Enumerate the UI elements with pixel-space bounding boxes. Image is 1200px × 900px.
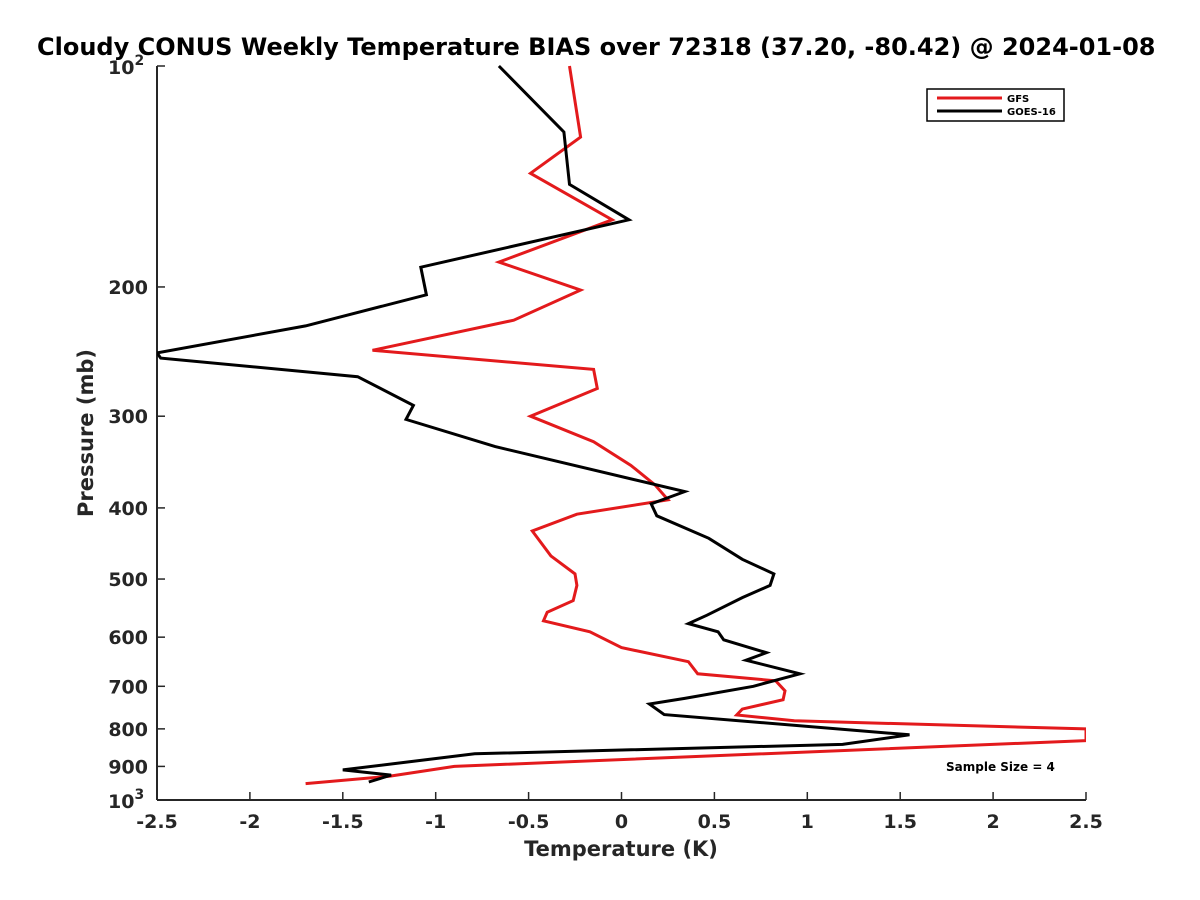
y-ticks: 200 300 400 500 600 700 800 900 102 103 — [108, 53, 165, 813]
y-tick-label: 800 — [108, 719, 148, 741]
y-tick-label: 400 — [108, 498, 148, 520]
series-layer — [157, 64, 1086, 786]
y-axis-label: Pressure (mb) — [74, 349, 98, 517]
plot-area — [156, 66, 1086, 801]
series-line-goes16 — [157, 64, 910, 784]
x-tick-label: 1.5 — [883, 811, 917, 833]
x-tick-label: -0.5 — [508, 811, 550, 833]
x-tick-label: -2.5 — [136, 811, 178, 833]
y-tick-label: 600 — [108, 627, 148, 649]
x-tick-label: 0 — [615, 811, 628, 833]
x-tick-label: 2 — [986, 811, 999, 833]
x-tick-label: 2.5 — [1069, 811, 1103, 833]
x-tick-label: 0.5 — [698, 811, 732, 833]
legend: GFS GOES-16 — [926, 88, 1065, 122]
y-tick-label: 200 — [108, 277, 148, 299]
x-ticks: -2.5 -2 -1.5 -1 -0.5 0 0.5 1 1.5 2 2.5 — [136, 792, 1103, 833]
x-tick-label: -1.5 — [322, 811, 364, 833]
y-tick-label-top: 102 — [108, 53, 144, 79]
x-tick-label: 1 — [801, 811, 814, 833]
y-tick-label-bottom: 103 — [108, 787, 144, 813]
chart-title: Cloudy CONUS Weekly Temperature BIAS ove… — [37, 33, 1155, 61]
y-tick-label: 900 — [108, 756, 148, 778]
y-tick-label: 700 — [108, 676, 148, 698]
sample-size-annotation: Sample Size = 4 — [946, 760, 1055, 774]
legend-box — [926, 88, 1065, 122]
y-tick-label: 300 — [108, 406, 148, 428]
series-line-gfs — [305, 65, 1086, 786]
legend-label-gfs: GFS — [1007, 94, 1029, 105]
x-tick-label: -1 — [425, 811, 446, 833]
y-tick-label: 500 — [108, 569, 148, 591]
legend-label-goes16: GOES-16 — [1007, 107, 1056, 118]
x-axis-label: Temperature (K) — [524, 837, 718, 861]
x-tick-label: -2 — [239, 811, 260, 833]
